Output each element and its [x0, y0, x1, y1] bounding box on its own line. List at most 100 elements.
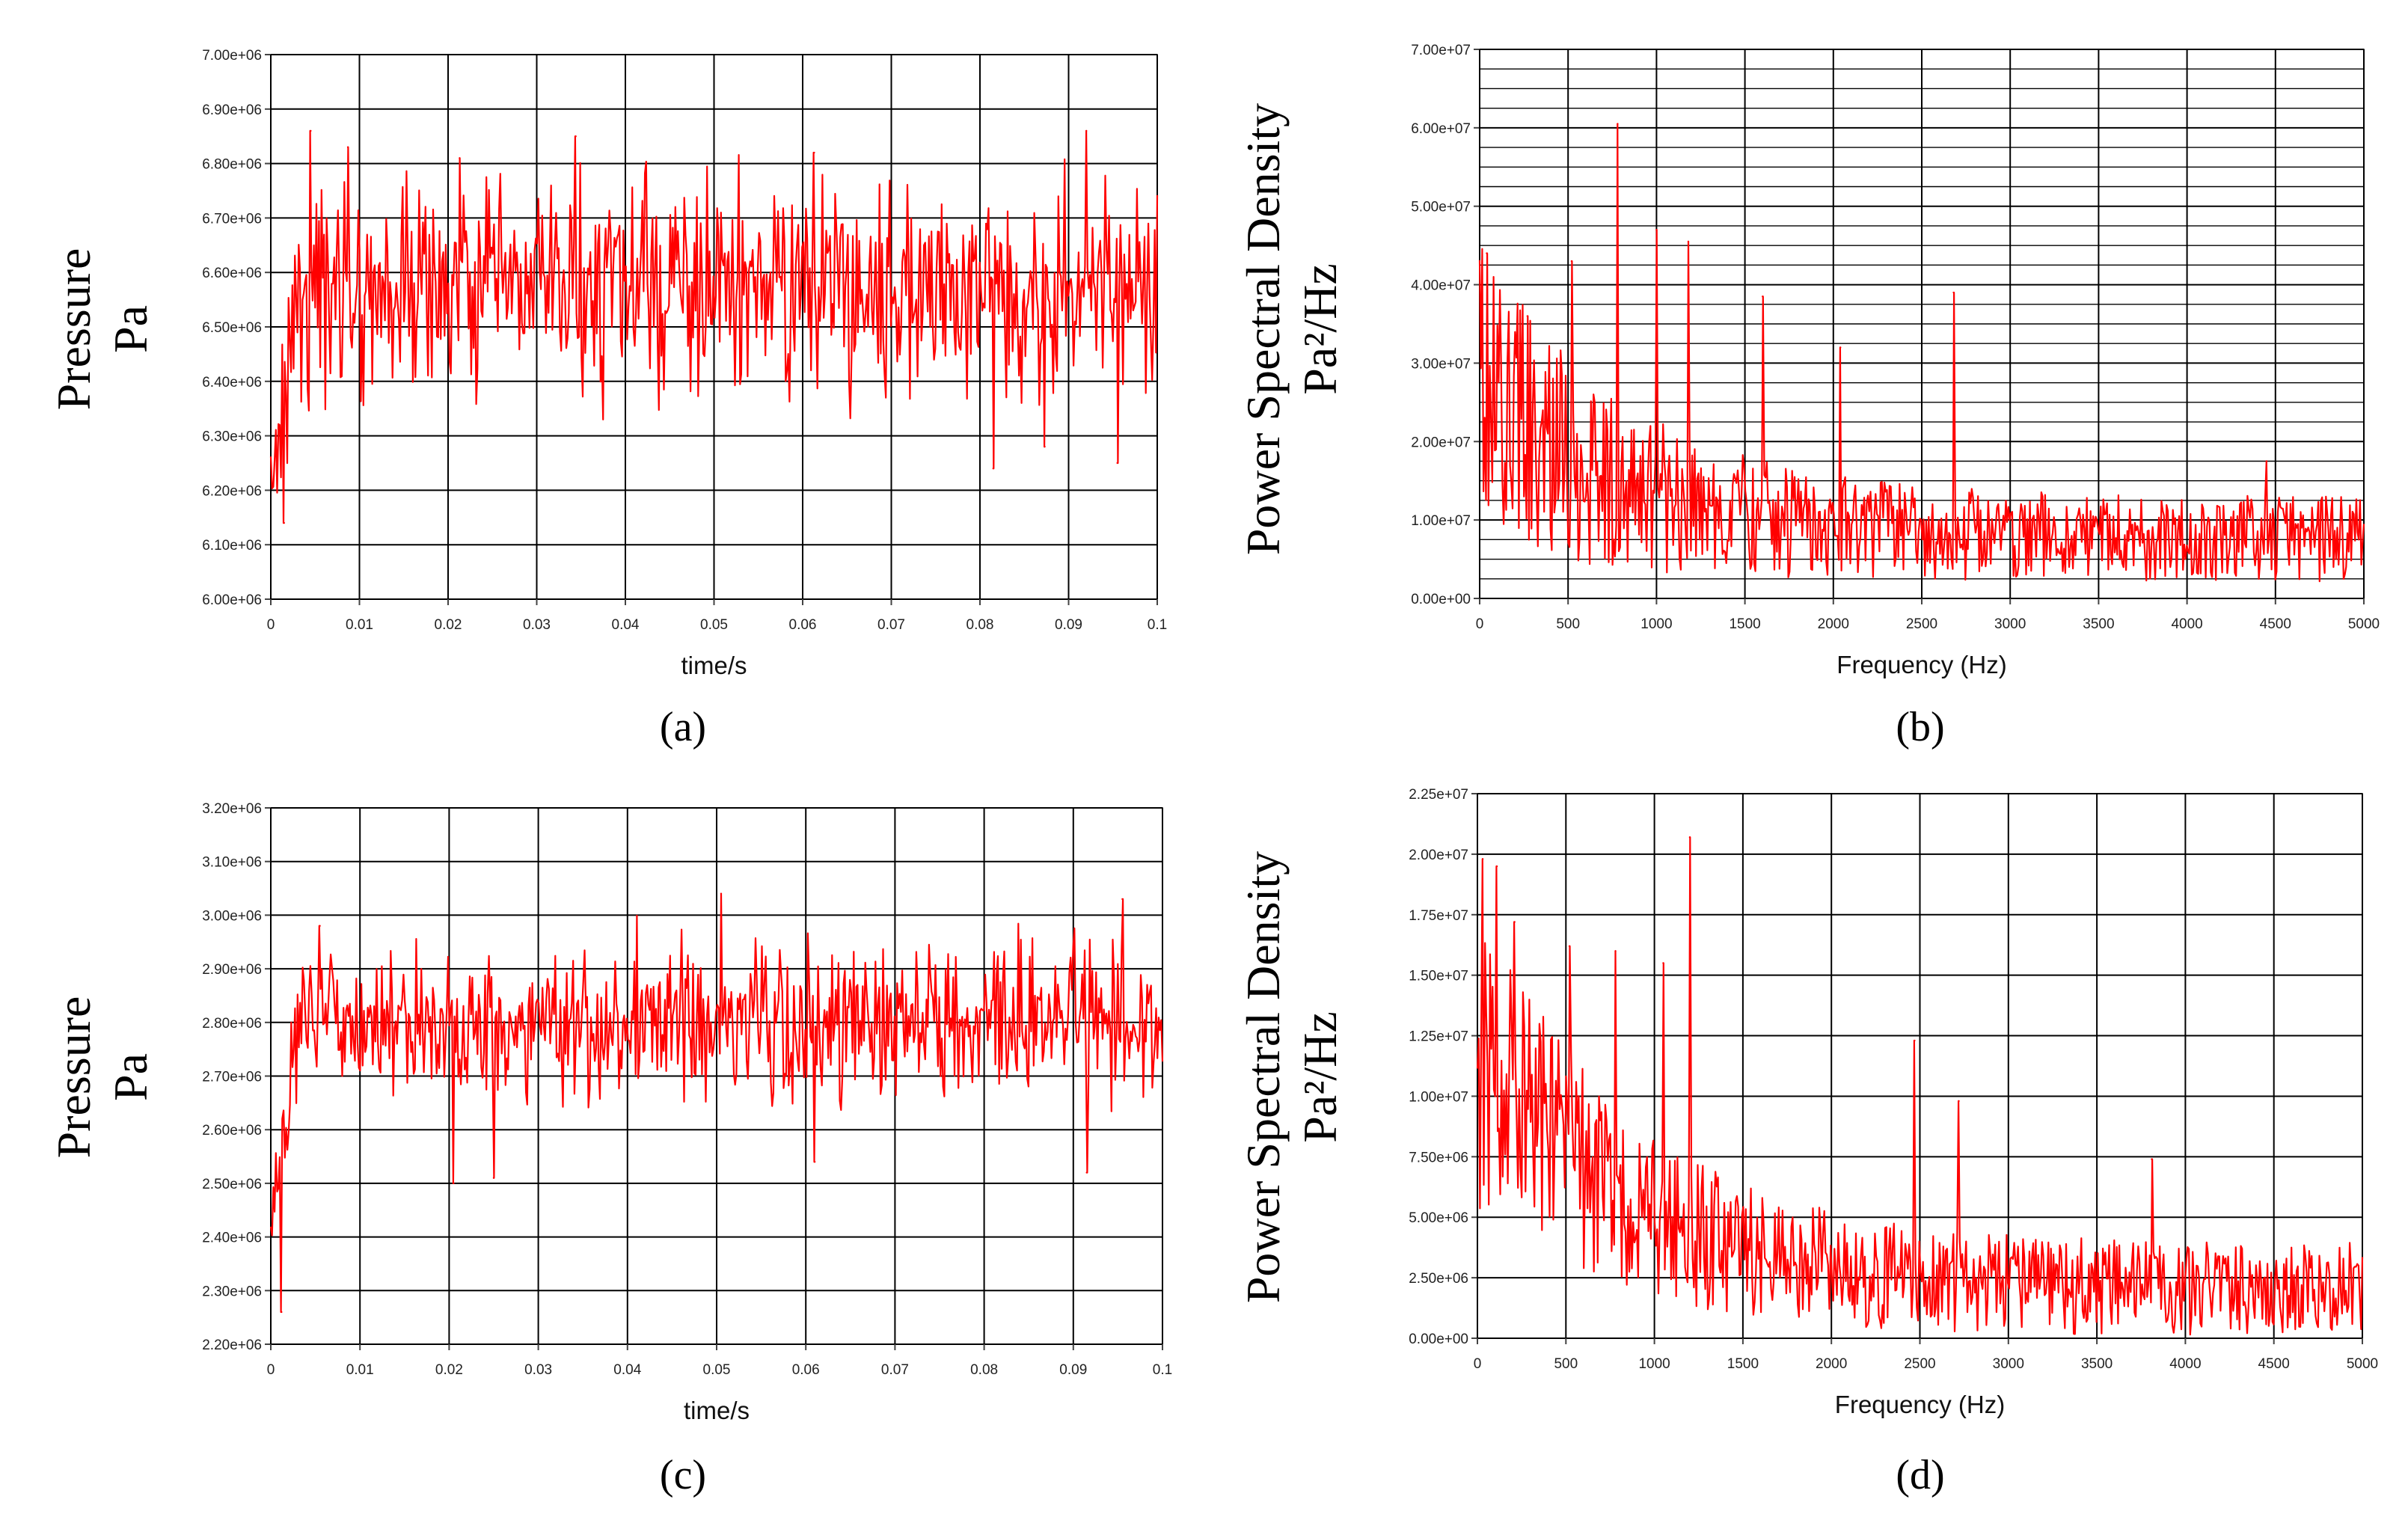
peak-point — [459, 157, 461, 159]
x-tick-label: 5000 — [2348, 616, 2380, 632]
y-tick-label: 2.80e+06 — [202, 1016, 262, 1032]
y-tick-label: 2.30e+06 — [202, 1284, 262, 1299]
peak-point — [1513, 921, 1516, 923]
peak-point — [992, 468, 994, 470]
x-tick-label: 0.1 — [1153, 1362, 1172, 1378]
x-tick-label: 1000 — [1640, 616, 1672, 632]
peak-point — [346, 146, 349, 148]
y-tick-label: 7.00e+06 — [202, 48, 262, 64]
y-tick-label: 2.00e+07 — [1409, 848, 1468, 863]
series-line — [269, 129, 1159, 524]
x-tick-label: 0.04 — [613, 1362, 641, 1378]
x-tick-label: 1500 — [1729, 616, 1760, 632]
y-tick-label: 3.10e+06 — [202, 855, 262, 871]
x-tick-label: 4500 — [2258, 1356, 2290, 1372]
y-axis-title-line: Power Spectral Density — [1237, 103, 1290, 555]
peak-point — [1481, 858, 1484, 860]
x-tick-label: 0 — [1474, 1356, 1482, 1372]
peak-point — [1662, 962, 1664, 964]
y-tick-label: 3.00e+07 — [1411, 356, 1471, 372]
peak-point — [1044, 445, 1046, 448]
y-tick-label: 5.00e+06 — [1409, 1210, 1468, 1226]
x-tick-label: 4000 — [2169, 1356, 2201, 1372]
y-tick-label: 6.10e+06 — [202, 538, 262, 554]
y-tick-label: 2.60e+06 — [202, 1123, 262, 1139]
x-tick-label: 5000 — [2347, 1356, 2378, 1372]
panel-caption: (a) — [660, 704, 706, 750]
y-axis-title-line: Pressure — [47, 996, 100, 1159]
y-axis-title-line: Pa — [104, 1053, 157, 1101]
x-tick-label: 0.1 — [1148, 617, 1167, 633]
peak-point — [1121, 898, 1124, 901]
y-tick-label: 7.50e+06 — [1409, 1150, 1468, 1165]
y-tick-label: 2.50e+06 — [1409, 1271, 1468, 1287]
y-tick-label: 1.00e+07 — [1411, 513, 1471, 529]
peak-point — [2151, 1158, 2153, 1160]
x-tick-label: 0.09 — [1055, 617, 1082, 633]
y-tick-label: 1.50e+07 — [1409, 969, 1468, 984]
y-tick-label: 6.50e+06 — [202, 320, 262, 336]
y-tick-label: 6.20e+06 — [202, 483, 262, 499]
x-tick-label: 3500 — [2083, 616, 2114, 632]
peak-point — [310, 129, 312, 132]
x-tick-label: 0.06 — [792, 1362, 820, 1378]
y-axis-title-line: Power Spectral Density — [1237, 851, 1290, 1303]
y-axis-title: Power Spectral Density Pa²/Hz — [1237, 103, 1347, 555]
peak-point — [1614, 950, 1617, 952]
y-axis-title-line: Pa²/Hz — [1293, 263, 1347, 395]
x-tick-label: 4500 — [2260, 616, 2291, 632]
x-tick-label: 0 — [267, 617, 275, 633]
y-tick-label: 3.00e+06 — [202, 908, 262, 924]
y-axis-title-line: Pa — [104, 305, 157, 353]
y-tick-label: 1.25e+07 — [1409, 1029, 1468, 1045]
y-tick-label: 2.25e+07 — [1409, 787, 1468, 803]
y-tick-label: 6.30e+06 — [202, 429, 262, 445]
peak-point — [1839, 346, 1842, 349]
peak-point — [2265, 460, 2268, 462]
x-tick-label: 0.08 — [966, 617, 994, 633]
peak-point — [1486, 252, 1488, 254]
y-tick-label: 6.40e+06 — [202, 375, 262, 390]
peak-point — [813, 1161, 816, 1163]
x-tick-label: 0.04 — [612, 617, 640, 633]
x-tick-label: 0.08 — [970, 1362, 998, 1378]
x-tick-label: 1000 — [1638, 1356, 1670, 1372]
peak-point — [1617, 123, 1619, 125]
y-tick-label: 7.00e+07 — [1411, 43, 1471, 58]
peak-point — [1085, 129, 1088, 132]
x-tick-label: 3500 — [2081, 1356, 2113, 1372]
chart-panel-c: 2.20e+06 2.30e+06 2.40e+06 2.50e+06 2.60e+06… — [47, 801, 1172, 1498]
x-tick-label: 0 — [267, 1362, 275, 1378]
x-axis-title: Frequency (Hz) — [1836, 651, 2006, 678]
x-tick-label: 2000 — [1816, 1356, 1847, 1372]
peak-point — [575, 135, 577, 138]
peak-point — [453, 1182, 455, 1185]
x-tick-label: 3000 — [1993, 1356, 2024, 1372]
y-tick-label: 6.60e+06 — [202, 266, 262, 281]
y-tick-label: 2.90e+06 — [202, 962, 262, 978]
y-tick-label: 2.00e+07 — [1411, 435, 1471, 450]
peak-point — [1568, 945, 1571, 948]
x-tick-label: 0.07 — [881, 1362, 909, 1378]
y-tick-label: 6.00e+07 — [1411, 121, 1471, 137]
y-tick-label: 5.00e+07 — [1411, 200, 1471, 215]
y-axis-title: Power Spectral Density Pa²/Hz — [1237, 851, 1347, 1303]
x-tick-label: 1500 — [1727, 1356, 1759, 1372]
y-axis-title: Pressure Pa — [47, 248, 157, 411]
peak-point — [1687, 240, 1690, 243]
y-tick-label: 6.80e+06 — [202, 157, 262, 173]
y-tick-label: 6.70e+06 — [202, 211, 262, 227]
peak-point — [1952, 291, 1955, 294]
peak-point — [1958, 1100, 1960, 1103]
y-tick-label: 2.50e+06 — [202, 1177, 262, 1192]
x-tick-label: 2000 — [1818, 616, 1849, 632]
y-tick-label: 0.00e+00 — [1409, 1332, 1468, 1347]
x-tick-label: 0.05 — [700, 617, 728, 633]
y-axis-title: Pressure Pa — [47, 996, 157, 1159]
peak-point — [1570, 260, 1573, 263]
peak-point — [1762, 295, 1764, 298]
x-tick-label: 0.05 — [703, 1362, 731, 1378]
chart-panel-d: 0.00e+00 2.50e+06 5.00e+06 7.50e+06 1.00e+07… — [1237, 787, 2378, 1498]
peak-point — [492, 1177, 495, 1179]
